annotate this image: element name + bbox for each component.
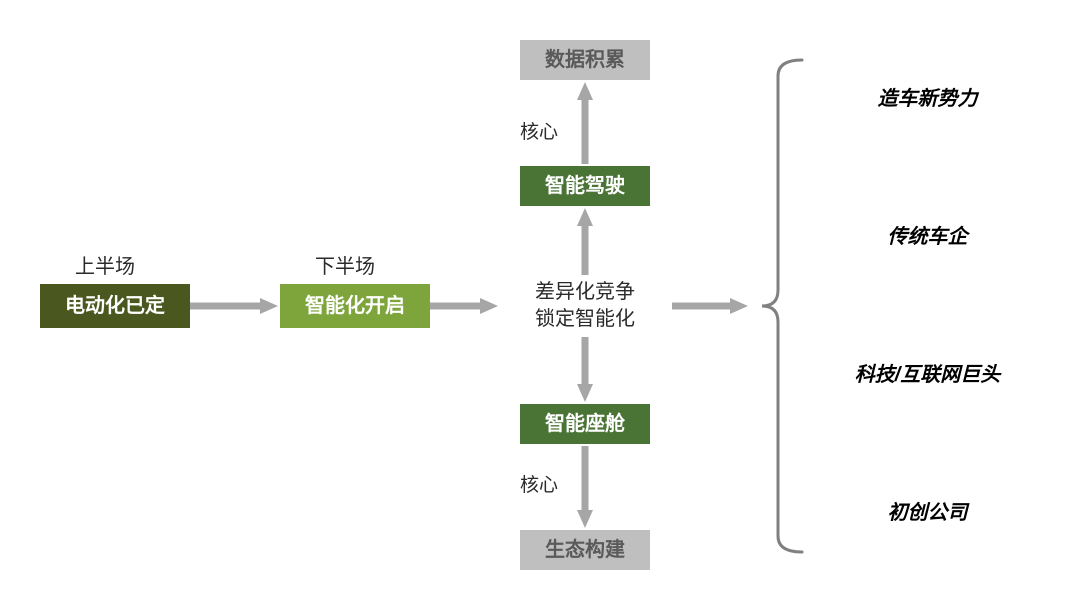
node-n_smart: 智能化开启 — [280, 284, 430, 328]
node-n_center: 差异化竞争 锁定智能化 — [500, 277, 670, 335]
node-n_cockpit: 智能座舱 — [520, 404, 650, 444]
node-n_drive: 智能驾驶 — [520, 166, 650, 206]
node-n_cat4: 初创公司 — [830, 488, 1025, 538]
node-n_cat3: 科技/互联网巨头 — [830, 350, 1025, 400]
node-n_cat1: 造车新势力 — [830, 74, 1025, 124]
node-n_eco: 生态构建 — [520, 530, 650, 570]
label-l_top2: 下半场 — [315, 250, 375, 279]
node-n_data: 数据积累 — [520, 40, 650, 80]
node-n_elec: 电动化已定 — [40, 284, 190, 328]
label-l_top1: 上半场 — [75, 250, 135, 279]
label-l_core2: 核心 — [520, 470, 558, 497]
label-l_core1: 核心 — [520, 117, 558, 144]
diagram-stage: 电动化已定 智能化开启 差异化竞争 锁定智能化 智能驾驶 数据积累智能座舱生态构建 造车新… — [0, 0, 1080, 602]
node-n_cat2: 传统车企 — [830, 212, 1025, 262]
right-bracket — [762, 60, 802, 552]
